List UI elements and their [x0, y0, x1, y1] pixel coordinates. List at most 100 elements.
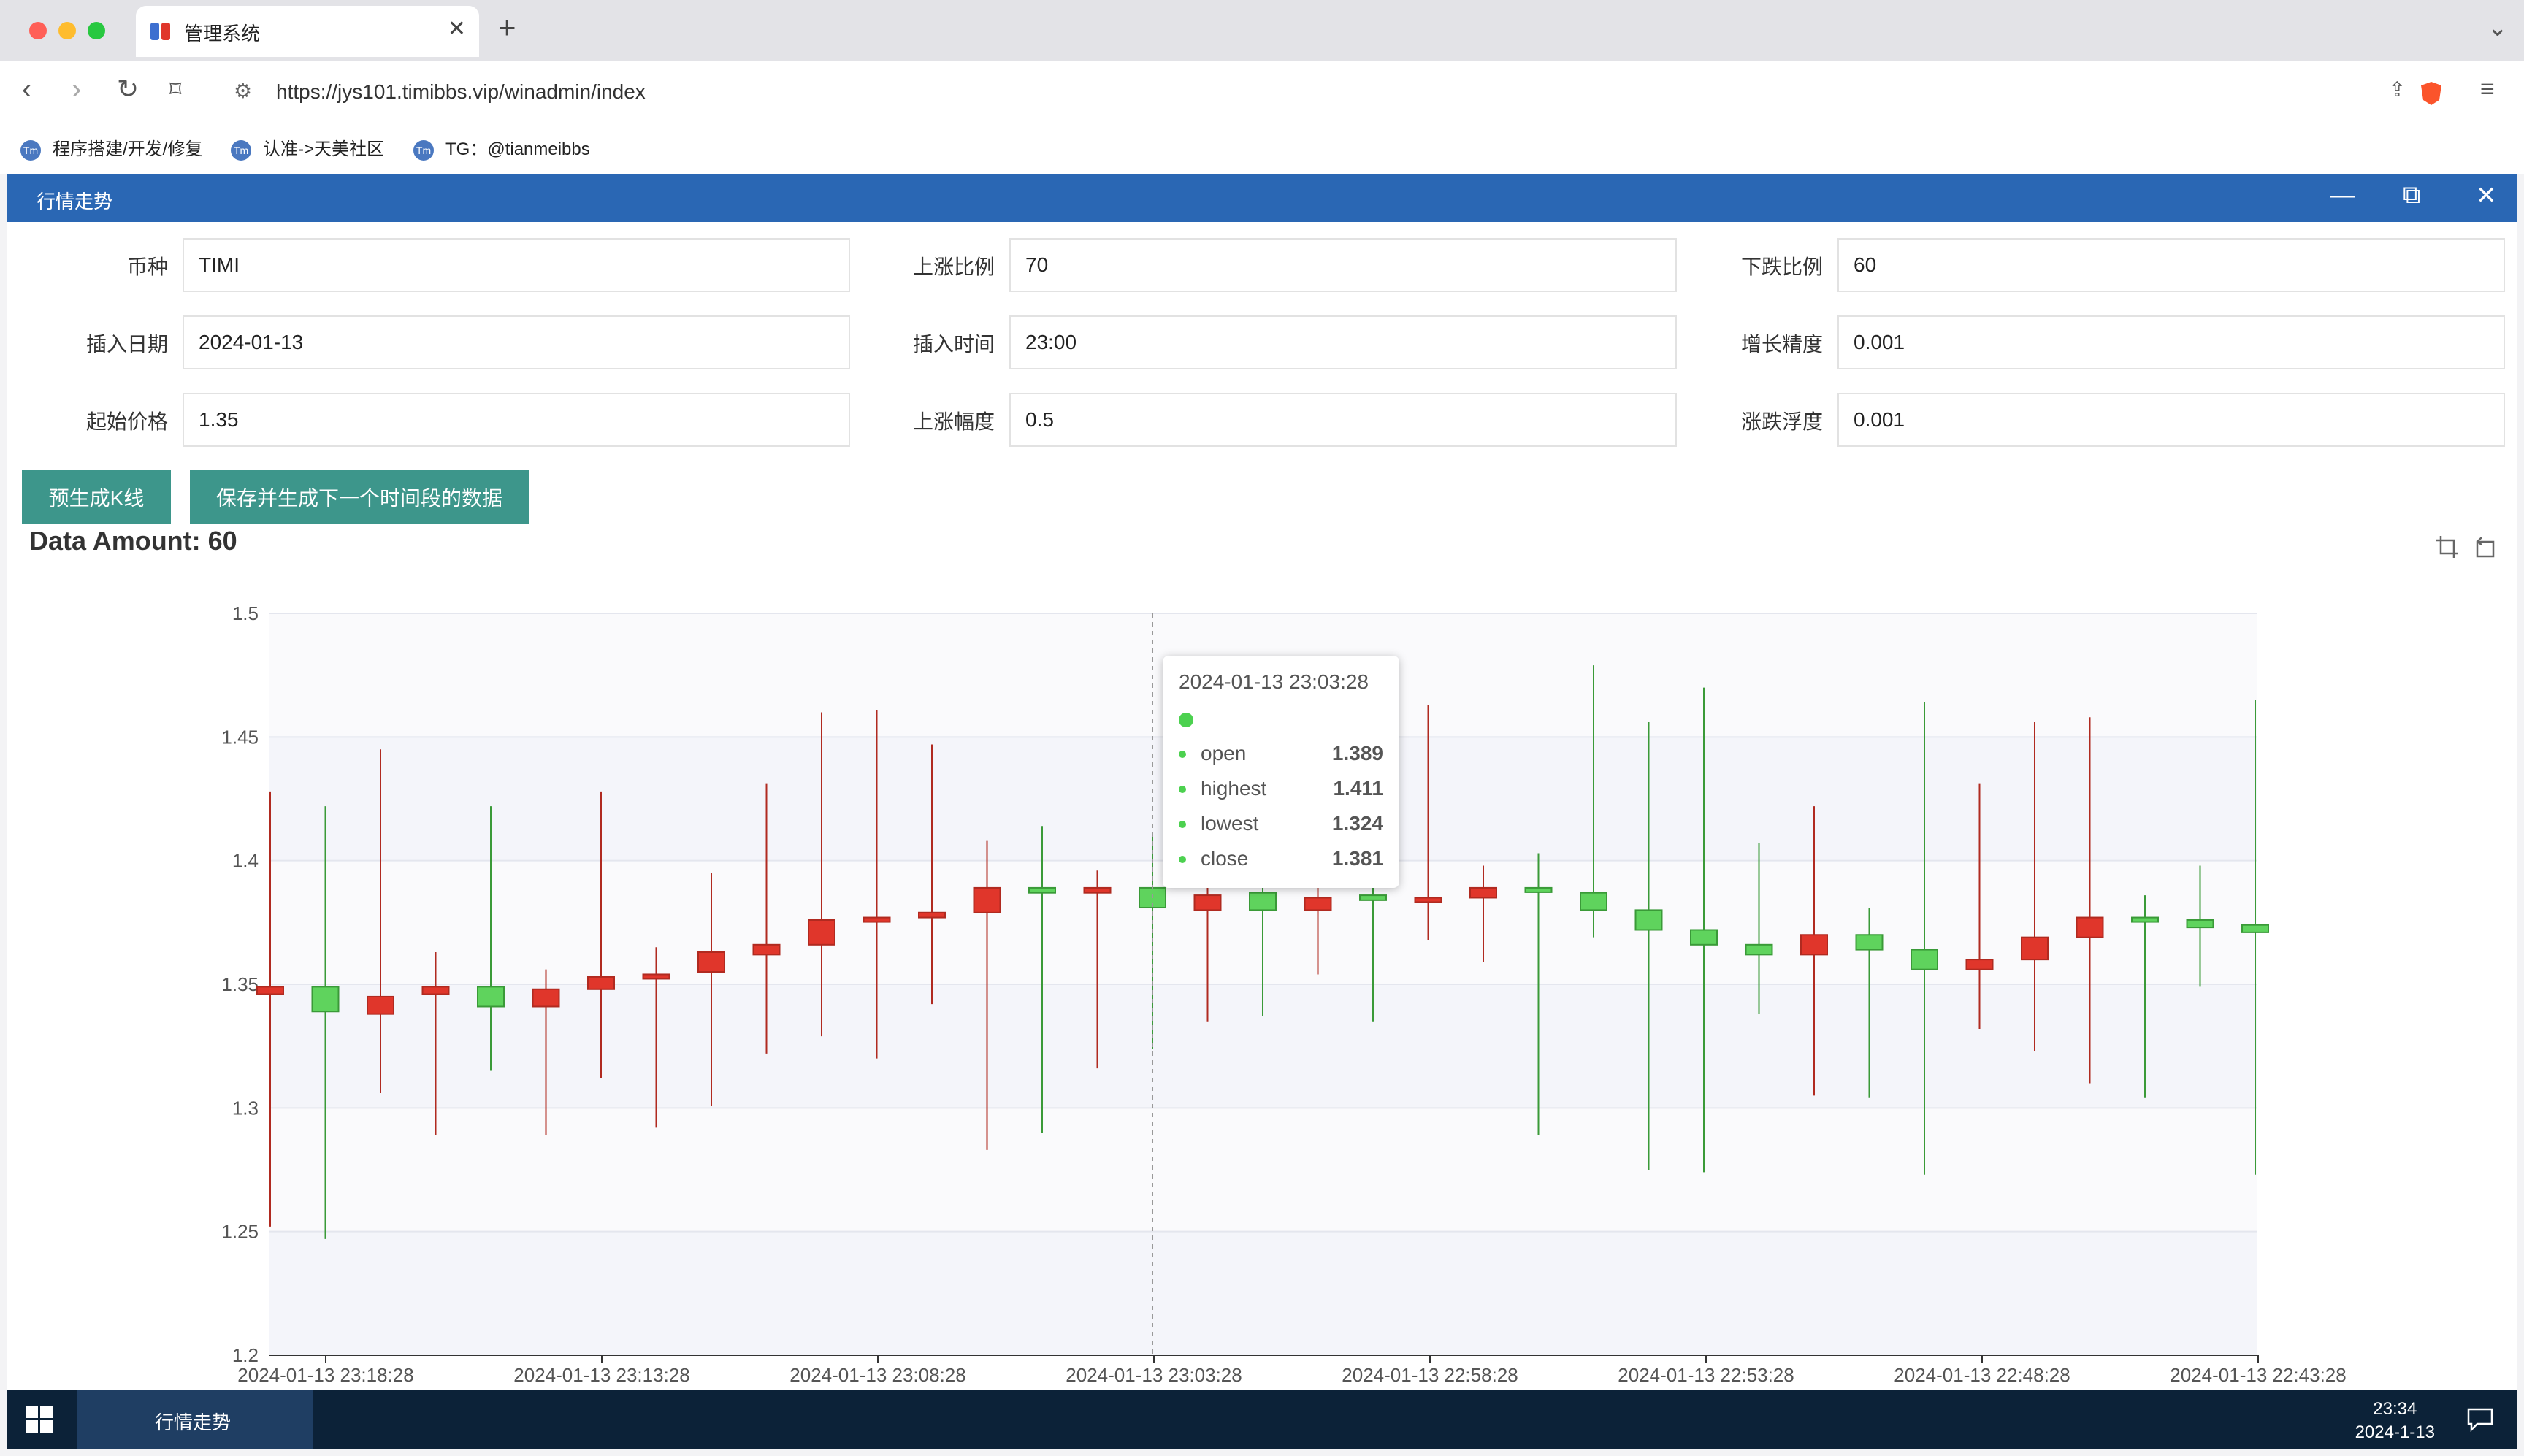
browser-toolbar: ‹ › ↻ ⌑ ⚙ https://jys101.timibbs.vip/win… [0, 61, 2524, 124]
candle-body [1634, 909, 1663, 931]
panel-header: 行情走势 — ⧉ ✕ [7, 174, 2517, 222]
pregenerate-kline-button[interactable]: 预生成K线 [22, 470, 171, 524]
candle-body [752, 943, 781, 956]
series-marker-icon [1179, 713, 1193, 727]
taskbar-clock: 23:34 2024-1-13 [2355, 1399, 2435, 1442]
candle-body [2241, 924, 2269, 933]
x-tick-label: 2024-01-13 23:08:28 [789, 1364, 965, 1386]
minimize-icon[interactable]: — [2330, 181, 2355, 209]
tab-strip: 管理系统 ✕ + ⌄ [0, 0, 2524, 61]
y-tick-label: 1.5 [232, 602, 259, 624]
rise-ratio-input[interactable] [1009, 238, 1677, 292]
field-label: 下跌比例 [1740, 256, 1823, 278]
growth-precision-input[interactable] [1837, 315, 2505, 369]
candle-body [1690, 929, 1718, 946]
candle-body [1414, 897, 1442, 903]
rise-amplitude-input[interactable] [1009, 393, 1677, 447]
candle-body [256, 986, 284, 995]
brave-shield-icon[interactable] [2419, 80, 2444, 107]
y-tick-label: 1.4 [232, 850, 259, 872]
site-favicon-icon [150, 23, 170, 40]
x-tick-label: 2024-01-13 22:43:28 [2170, 1364, 2346, 1386]
candle-body [2131, 916, 2159, 923]
tab-title: 管理系统 [184, 23, 261, 45]
field-label: 币种 [126, 256, 168, 278]
windows-start-icon[interactable] [26, 1406, 53, 1433]
restore-icon[interactable]: ⧉ [2403, 181, 2421, 209]
reload-icon[interactable]: ↻ [117, 74, 139, 104]
back-icon[interactable]: ‹ [22, 73, 32, 105]
taskbar-item[interactable]: 行情走势 [77, 1390, 313, 1449]
bookmark-favicon-icon: Tm [413, 139, 434, 161]
share-icon[interactable]: ⇪ [2388, 78, 2406, 101]
insert-date-input[interactable] [183, 315, 850, 369]
candle-body [1855, 934, 1884, 951]
field-label: 插入时间 [912, 333, 995, 356]
y-tick-label: 1.35 [221, 973, 259, 995]
candle-body [2076, 916, 2104, 938]
bullet-icon [1179, 821, 1186, 828]
browser-tab[interactable]: 管理系统 ✕ [136, 6, 479, 57]
bookmark-favicon-icon: Tm [20, 139, 41, 161]
x-tick-label: 2024-01-13 22:58:28 [1342, 1364, 1518, 1386]
candle-body [1083, 886, 1112, 894]
tooltip-row: lowest 1.324 [1179, 809, 1383, 838]
close-window-button[interactable] [29, 22, 47, 39]
candle-body [1524, 886, 1553, 893]
bookmarks-bar: Tm 程序搭建/开发/修复 Tm 认准->天美社区 Tm TG：@tianmeibbs [0, 124, 2524, 174]
bookmark-item[interactable]: Tm TG：@tianmeibbs [413, 134, 590, 164]
y-tick-label: 1.3 [232, 1097, 259, 1119]
candle-body [642, 973, 670, 980]
menu-icon[interactable]: ≡ [2480, 75, 2495, 103]
site-settings-icon[interactable]: ⚙ [234, 80, 253, 102]
candle-body [863, 916, 891, 923]
candle-body [918, 911, 946, 919]
field-label: 上涨幅度 [912, 410, 995, 433]
x-tick-label: 2024-01-13 23:13:28 [513, 1364, 689, 1386]
bookmark-item[interactable]: Tm 认准->天美社区 [231, 134, 384, 164]
fall-ratio-input[interactable] [1837, 238, 2505, 292]
address-bar[interactable]: ⚙ https://jys101.timibbs.vip/winadmin/in… [212, 72, 2406, 114]
chevron-down-icon[interactable]: ⌄ [2487, 14, 2509, 42]
x-tick-label: 2024-01-13 23:03:28 [1066, 1364, 1242, 1386]
minimize-window-button[interactable] [58, 22, 76, 39]
y-tick-label: 1.45 [221, 726, 259, 748]
start-price-input[interactable] [183, 393, 850, 447]
crop-icon[interactable] [2435, 534, 2460, 559]
save-generate-next-button[interactable]: 保存并生成下一个时间段的数据 [190, 470, 529, 524]
candle-body [1469, 886, 1497, 899]
fluctuation-input[interactable] [1837, 393, 2505, 447]
tooltip-row: open 1.389 [1179, 739, 1383, 768]
candle-body [311, 986, 340, 1013]
tab-close-icon[interactable]: ✕ [447, 17, 466, 41]
candle-body [2186, 919, 2214, 929]
bookmark-favicon-icon: Tm [231, 139, 251, 161]
url-text: https://jys101.timibbs.vip/winadmin/inde… [276, 80, 646, 103]
bookmark-item[interactable]: Tm 程序搭建/开发/修复 [20, 134, 202, 164]
tooltip-title: 2024-01-13 23:03:28 [1179, 670, 1369, 693]
grid-band [269, 1108, 2257, 1232]
close-icon[interactable]: ✕ [2476, 182, 2497, 210]
candle-body [532, 988, 560, 1008]
bullet-icon [1179, 751, 1186, 758]
candle-body [1965, 959, 1994, 970]
new-tab-icon[interactable]: + [498, 10, 516, 45]
candle-body [808, 919, 835, 946]
candle-body [587, 976, 615, 990]
candle-body [1359, 894, 1387, 901]
candle-body [973, 886, 1001, 913]
notification-icon[interactable] [2466, 1406, 2495, 1433]
zoom-window-button[interactable] [88, 22, 105, 39]
coin-input[interactable] [183, 238, 850, 292]
insert-time-input[interactable] [1009, 315, 1677, 369]
candle-body [1745, 943, 1773, 956]
tooltip-row: close 1.381 [1179, 844, 1383, 873]
bookmark-icon[interactable]: ⌑ [169, 76, 182, 102]
forward-icon[interactable]: › [72, 73, 82, 105]
field-label: 插入日期 [85, 333, 168, 356]
taskbar: 行情走势 23:34 2024-1-13 [7, 1390, 2517, 1449]
candle-body [1304, 897, 1332, 911]
field-label: 涨跌浮度 [1740, 410, 1823, 433]
data-amount: Data Amount: 60 [29, 526, 237, 556]
restore-zoom-icon[interactable] [2473, 534, 2498, 559]
